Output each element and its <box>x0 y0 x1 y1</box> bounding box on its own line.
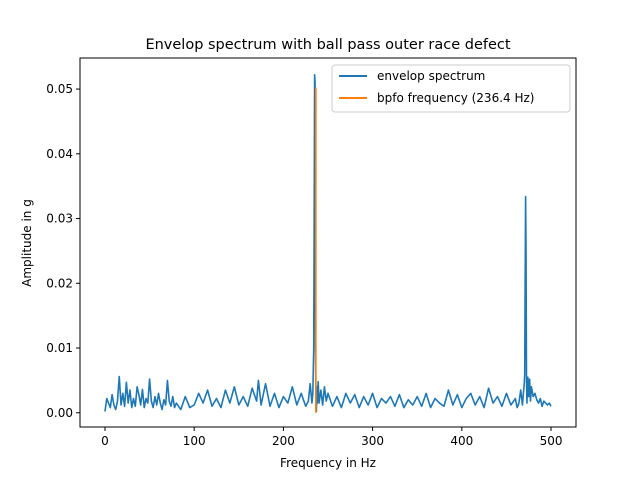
plot-series <box>104 74 552 413</box>
plot-frame <box>79 57 577 428</box>
legend-label-envelop-spectrum: envelop spectrum <box>377 69 485 83</box>
y-tick-label: 0.01 <box>46 341 73 355</box>
x-tick-label: 0 <box>101 434 109 448</box>
legend: envelop spectrum bpfo frequency (236.4 H… <box>331 64 571 113</box>
x-axis-label: Frequency in Hz <box>280 456 376 470</box>
x-axis-ticks: 0 100 200 300 400 500 <box>101 427 562 448</box>
chart-title: Envelop spectrum with ball pass outer ra… <box>145 37 510 53</box>
legend-box <box>331 64 571 113</box>
x-tick-label: 100 <box>183 434 206 448</box>
x-tick-label: 400 <box>450 434 473 448</box>
x-tick-label: 300 <box>361 434 384 448</box>
legend-label-bpfo-frequency: bpfo frequency (236.4 Hz) <box>377 91 534 105</box>
y-tick-label: 0.04 <box>46 147 73 161</box>
y-tick-label: 0.03 <box>46 212 73 226</box>
y-tick-label: 0.05 <box>46 82 73 96</box>
y-axis-ticks: 0.00 0.01 0.02 0.03 0.04 0.05 <box>46 82 80 420</box>
y-tick-label: 0.02 <box>46 276 73 290</box>
y-tick-label: 0.00 <box>46 406 73 420</box>
y-axis-label: Amplitude in g <box>20 199 34 287</box>
x-tick-label: 200 <box>272 434 295 448</box>
x-tick-label: 500 <box>540 434 563 448</box>
